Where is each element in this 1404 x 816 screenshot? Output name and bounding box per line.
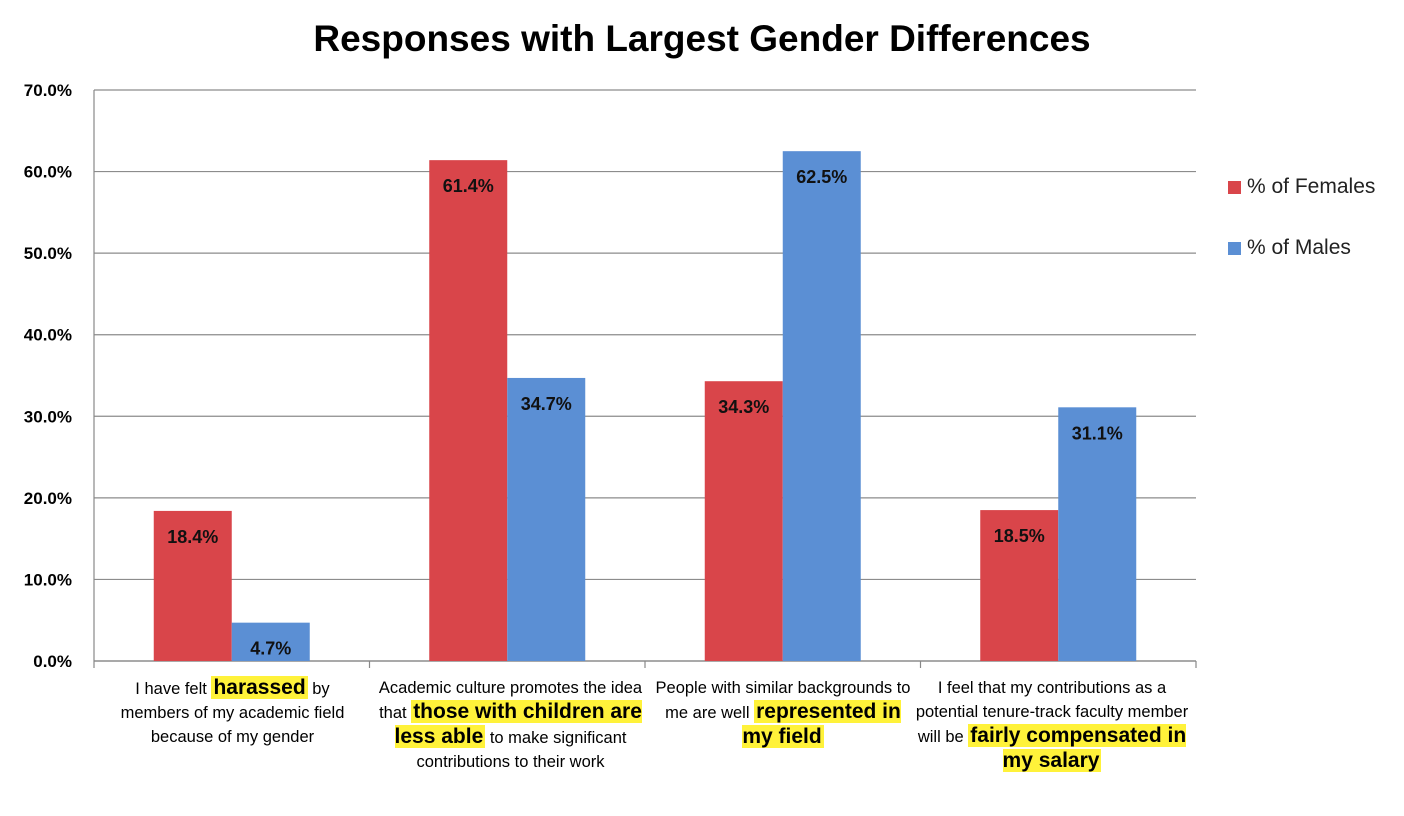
category-label-4: I feel that my contributions as a potent… [912,676,1192,774]
y-tick-label: 50.0% [24,244,72,263]
category-text: People with similar backgrounds to me ar… [655,679,911,722]
data-label: 34.3% [718,397,769,417]
category-highlight: represented in my field [742,700,901,748]
category-label-2: Academic culture promotes the idea that … [368,676,653,774]
legend-label-males: % of Males [1247,236,1351,259]
data-label: 34.7% [521,394,572,414]
bar-males-3 [782,151,861,661]
bar-females-2 [429,160,508,661]
bar-males-2 [507,377,586,661]
chart-title: Responses with Largest Gender Difference… [313,18,1091,59]
category-highlight: fairly compensated in my salary [968,724,1187,772]
data-label: 4.7% [250,639,291,659]
bar-males-4 [1058,407,1137,661]
bar-males-1 [231,622,310,661]
data-label: 61.4% [443,176,494,196]
legend-label-females: % of Females [1247,175,1376,198]
category-text: I feel that my contributions as a potent… [915,679,1189,746]
category-label-1: I have felt harassed by members of my ac… [100,676,365,749]
bar-females-3 [704,381,783,661]
data-label: 62.5% [796,167,847,187]
y-tick-label: 10.0% [24,570,72,589]
legend-item-males: % of Males [1228,233,1375,263]
y-tick-label: 30.0% [24,407,72,426]
y-tick-label: 70.0% [24,81,72,100]
category-text: I have felt [135,680,212,698]
data-label: 18.4% [167,527,218,547]
bar-females-4 [980,510,1059,661]
legend-swatch-females [1228,180,1241,194]
legend: % of Females % of Males [1228,172,1375,294]
y-tick-label: 0.0% [33,652,72,671]
y-tick-label: 60.0% [24,163,72,182]
category-text: by members of my academic field because … [120,680,345,746]
y-tick-label: 20.0% [24,489,72,508]
legend-item-females: % of Females [1228,172,1375,202]
bar-females-1 [153,510,232,661]
data-label: 18.5% [994,526,1045,546]
category-text: to make significant contributions to the… [416,729,627,771]
data-label: 31.1% [1072,423,1123,443]
category-highlight: harassed [211,676,308,699]
y-tick-label: 40.0% [24,326,72,345]
legend-swatch-males [1228,241,1241,255]
category-label-3: People with similar backgrounds to me ar… [648,676,918,750]
category-text: Academic culture promotes the idea that [378,679,643,722]
